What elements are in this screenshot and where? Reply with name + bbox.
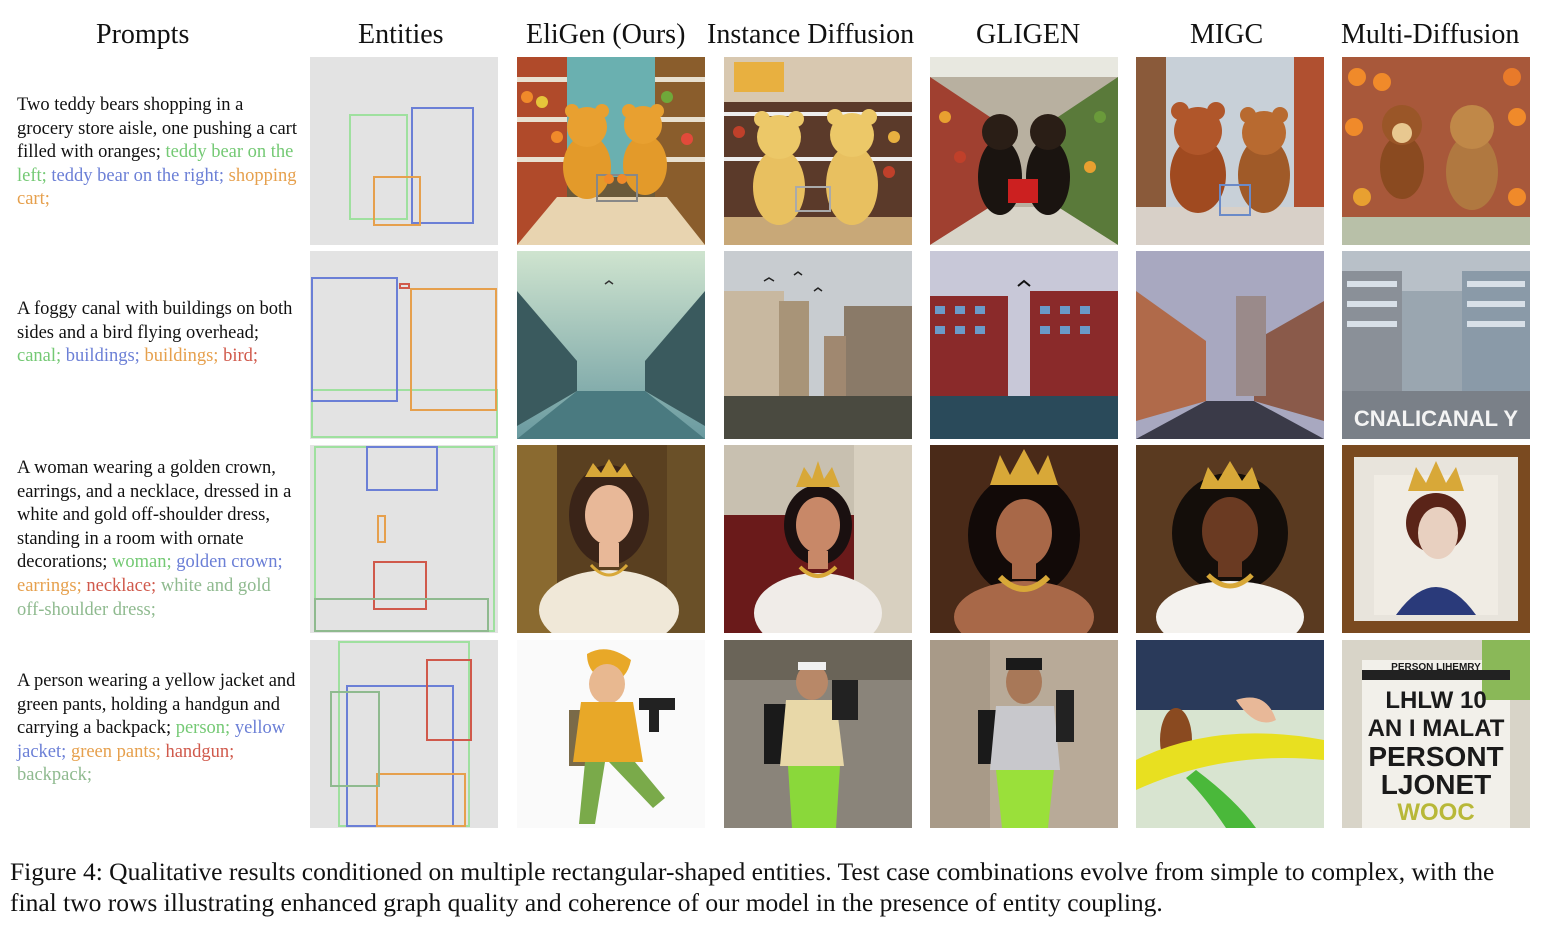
- multi-diffusion-artifact-text: LJONET: [1381, 769, 1491, 800]
- multi-diffusion-artifact-text: AN I MALAT: [1368, 715, 1505, 742]
- result-image-gligen-row-2: [930, 251, 1118, 439]
- prompt-row-2: A foggy canal with buildings on both sid…: [17, 298, 302, 369]
- entity-layout-row-3: [310, 445, 498, 633]
- result-image-multi-diffusion-row-3: [1342, 445, 1530, 633]
- prompt-text: A person wearing a yellow jacket and gre…: [17, 671, 296, 739]
- column-header-migc: MIGC: [1190, 19, 1264, 50]
- result-image-migc-row-4: [1136, 640, 1324, 828]
- result-image-multi-diffusion-row-4: PERSON LIHEMRY LHLW 10 AN I MALAT PERSON…: [1342, 640, 1530, 828]
- multi-diffusion-artifact-text: WOOC: [1397, 799, 1474, 826]
- entity-layout-row-4: [310, 640, 498, 828]
- column-header-gligen: GLIGEN: [976, 19, 1081, 50]
- entity-layout-row-2: [310, 251, 498, 439]
- multi-diffusion-artifact-text: CNALICANAL Y: [1354, 406, 1519, 431]
- result-image-gligen-row-4: [930, 640, 1118, 828]
- result-image-eligen-row-4: [517, 640, 705, 828]
- multi-diffusion-artifact-text: PERSONT: [1368, 741, 1503, 772]
- entity-label: earrings;: [17, 575, 82, 596]
- entity-label: bird;: [223, 346, 259, 367]
- prompt-row-3: A woman wearing a golden crown, earrings…: [17, 457, 302, 622]
- result-image-instance-diffusion-row-3: [724, 445, 912, 633]
- result-image-instance-diffusion-row-4: [724, 640, 912, 828]
- result-image-gligen-row-1: [930, 57, 1118, 245]
- entity-label: shopping cart;: [17, 165, 297, 210]
- result-image-eligen-row-3: [517, 445, 705, 633]
- entity-label: white and gold off-shoulder dress;: [17, 575, 271, 620]
- entity-label: teddy bear on the left;: [17, 142, 294, 186]
- entity-label: yellow jacket;: [17, 718, 286, 762]
- result-image-migc-row-2: [1136, 251, 1324, 439]
- prompt-text: Two teddy bears shopping in a grocery st…: [17, 95, 297, 163]
- multi-diffusion-artifact-text: LHLW 10: [1385, 687, 1486, 714]
- result-image-gligen-row-3: [930, 445, 1118, 633]
- prompt-row-1: Two teddy bears shopping in a grocery st…: [17, 94, 302, 212]
- entity-label: buildings;: [144, 346, 219, 367]
- prompt-row-4: A person wearing a yellow jacket and gre…: [17, 670, 302, 788]
- entity-label: canal;: [17, 346, 62, 367]
- entity-label: backpack;: [17, 765, 92, 786]
- entity-label: woman;: [112, 552, 172, 573]
- entity-label: person;: [175, 718, 231, 739]
- figure-caption: Figure 4: Qualitative results conditione…: [10, 857, 1495, 917]
- result-image-multi-diffusion-row-1: [1342, 57, 1530, 245]
- result-image-instance-diffusion-row-1: [724, 57, 912, 245]
- column-header-instance-diffusion: Instance Diffusion: [707, 19, 915, 50]
- prompt-text: A woman wearing a golden crown, earrings…: [17, 458, 292, 573]
- entity-label: golden crown;: [176, 552, 283, 573]
- column-header-prompts: Prompts: [96, 19, 190, 50]
- result-image-eligen-row-2: [517, 251, 705, 439]
- multi-diffusion-artifact-text: PERSON LIHEMRY: [1391, 662, 1481, 673]
- entity-label: teddy bear on the right;: [51, 165, 225, 186]
- entity-layout-row-1: [310, 57, 498, 245]
- column-header-eligen: EliGen (Ours): [526, 19, 686, 50]
- entity-label: buildings;: [65, 346, 140, 367]
- result-image-instance-diffusion-row-2: [724, 251, 912, 439]
- entity-label: handgun;: [165, 741, 235, 762]
- result-image-migc-row-3: [1136, 445, 1324, 633]
- column-header-entities: Entities: [358, 19, 444, 50]
- result-image-eligen-row-1: [517, 57, 705, 245]
- column-header-multi-diffusion: Multi-Diffusion: [1341, 19, 1520, 50]
- entity-label: green pants;: [70, 741, 161, 762]
- result-image-multi-diffusion-row-2: CNALICANAL Y: [1342, 251, 1530, 439]
- prompt-text: A foggy canal with buildings on both sid…: [17, 299, 293, 343]
- result-image-migc-row-1: [1136, 57, 1324, 245]
- entity-label: necklace;: [86, 575, 157, 596]
